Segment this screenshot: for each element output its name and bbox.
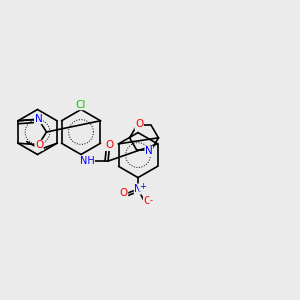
Text: -: - — [150, 196, 153, 205]
Text: O: O — [35, 140, 43, 150]
Text: O: O — [135, 119, 143, 130]
Text: O: O — [119, 188, 128, 199]
Text: Cl: Cl — [76, 100, 86, 110]
Text: +: + — [140, 182, 146, 191]
Text: O: O — [143, 196, 152, 206]
Text: N: N — [145, 146, 153, 156]
Text: NH: NH — [80, 156, 94, 166]
Text: O: O — [105, 140, 113, 151]
Text: N: N — [134, 184, 142, 194]
Text: N: N — [34, 114, 42, 124]
